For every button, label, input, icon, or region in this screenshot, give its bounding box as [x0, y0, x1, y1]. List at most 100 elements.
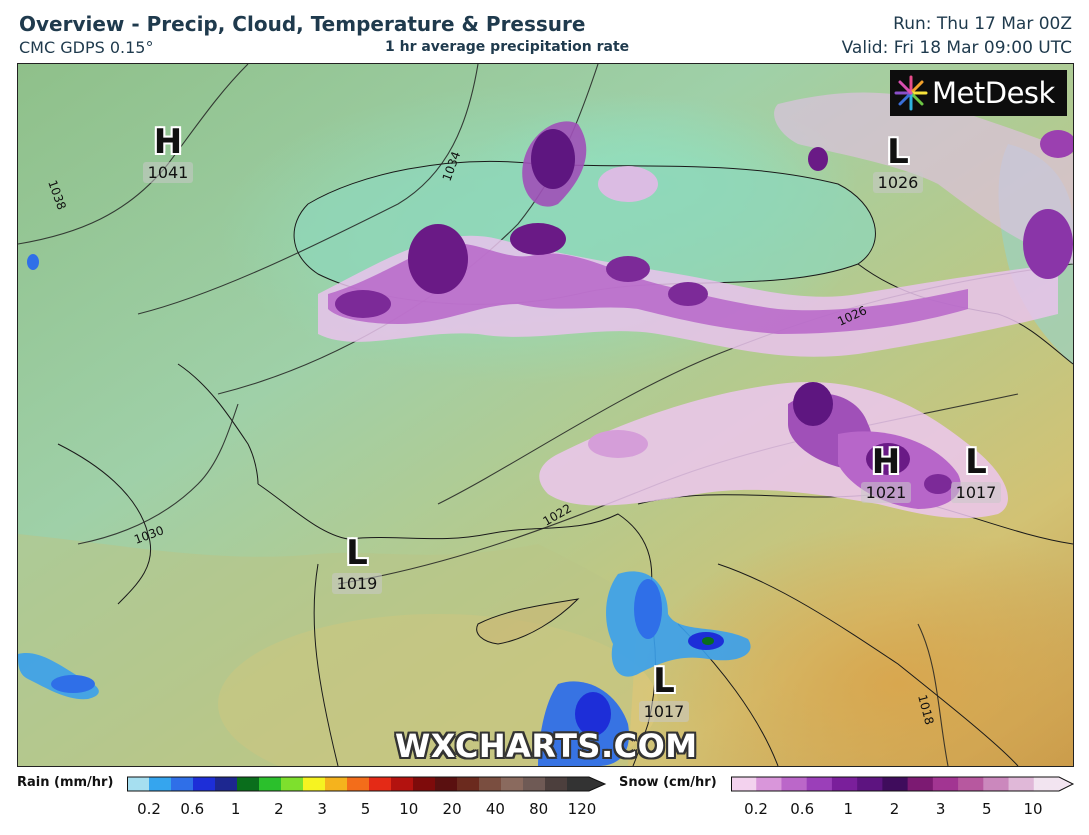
- colorbar-swatch: [731, 777, 757, 791]
- colorbar-swatch: [413, 777, 436, 791]
- low-marker: L: [653, 661, 675, 701]
- colorbar-swatch: [237, 777, 260, 791]
- colorbar-swatch: [369, 777, 392, 791]
- colorbar-swatch: [857, 777, 883, 791]
- pressure-value: 1017: [638, 701, 690, 722]
- run-time: Run: Thu 17 Mar 00Z: [893, 14, 1072, 34]
- colorbar-swatch: [149, 777, 172, 791]
- chart-title: Overview - Precip, Cloud, Temperature & …: [19, 12, 586, 36]
- pressure-system-high: H 1021: [846, 444, 926, 503]
- colorbar-swatch: [281, 777, 304, 791]
- colorbar-swatch: [391, 777, 414, 791]
- colorbar-swatch: [932, 777, 959, 791]
- warm-zone: [638, 524, 1073, 766]
- pressure-value: 1021: [860, 482, 912, 503]
- pressure-value: 1019: [331, 573, 383, 594]
- colorbar-tick-label: 3: [317, 800, 327, 818]
- colorbar-tick-label: 40: [485, 800, 505, 818]
- pressure-system-high: H 1041: [128, 124, 208, 183]
- pressure-value: 1026: [872, 172, 924, 193]
- colorbar-tick-label: 10: [399, 800, 419, 818]
- snow-band-north: [318, 223, 1058, 357]
- colorbar-arrow: [589, 777, 605, 791]
- colorbar-tick-label: 0.6: [180, 800, 205, 818]
- colorbar-swatch: [457, 777, 480, 791]
- colorbar-outline: [127, 776, 607, 792]
- colorbar-swatch: [567, 777, 590, 791]
- pressure-system-low: L 1017: [936, 444, 1016, 503]
- border: [717, 563, 1019, 766]
- colorbar-tick-label: 0.2: [744, 800, 768, 818]
- rain-colorbar: [127, 776, 607, 792]
- colorbar-swatch: [325, 777, 348, 791]
- colorbar-arrow: [1059, 777, 1073, 791]
- pressure-system-low: L 1019: [317, 535, 397, 594]
- colorbar-tick-label: 1: [843, 800, 854, 818]
- border: [313, 563, 339, 766]
- colorbar-swatch: [756, 777, 782, 791]
- colorbar-tick-label: 0.2: [137, 800, 161, 818]
- colorbar-tick-label: 20: [442, 800, 462, 818]
- colorbar-tick-label: 1: [230, 800, 241, 818]
- low-marker: L: [346, 533, 368, 573]
- colorbar-swatch: [193, 777, 216, 791]
- colorbar-swatch: [545, 777, 568, 791]
- snow-band-ne: [522, 92, 1073, 279]
- rain-legend-label: Rain (mm/hr): [17, 775, 114, 790]
- colorbar-tick-label: 5: [982, 800, 992, 818]
- colorbar-swatch: [1008, 777, 1035, 791]
- colorbar-swatch: [958, 777, 984, 791]
- metdesk-logo-text: MetDesk: [932, 76, 1055, 110]
- valid-time: Valid: Fri 18 Mar 09:00 UTC: [841, 38, 1072, 58]
- colorbar-swatch: [501, 777, 524, 791]
- low-marker: L: [965, 442, 987, 482]
- colorbar-swatch: [215, 777, 238, 791]
- watermark: WXCHARTS.COM: [395, 727, 698, 765]
- snow-legend-label: Snow (cm/hr): [619, 775, 717, 790]
- colorbar-swatch: [831, 777, 858, 791]
- metdesk-burst-icon: [894, 75, 928, 111]
- isobar: [137, 64, 479, 315]
- model-name: CMC GDPS 0.15°: [19, 38, 154, 57]
- colorbar-swatch: [347, 777, 370, 791]
- colorbar-swatch: [171, 777, 194, 791]
- pressure-value: 1041: [142, 162, 194, 183]
- metdesk-logo: MetDesk: [890, 70, 1067, 116]
- colorbar-tick-label: 2: [889, 800, 900, 818]
- colorbar-tick-label: 80: [529, 800, 549, 818]
- coastline: [57, 443, 152, 605]
- colorbar-outline: [731, 776, 1075, 792]
- pressure-system-low: L 1017: [624, 663, 704, 722]
- colorbar-tick-label: 0.6: [790, 800, 815, 818]
- isobar: [77, 403, 239, 545]
- field-name: 1 hr average precipitation rate: [385, 39, 630, 55]
- cyprus-coast: [476, 598, 580, 645]
- colorbar-swatch: [435, 777, 458, 791]
- colorbar-swatch: [781, 777, 808, 791]
- mediterranean-sea: [18, 534, 638, 766]
- border: [177, 363, 259, 485]
- colorbar-swatch: [882, 777, 909, 791]
- high-marker: H: [871, 442, 901, 482]
- colorbar-tick-label: 3: [935, 800, 946, 818]
- pressure-value: 1017: [950, 482, 1002, 503]
- pressure-system-low: L 1026: [858, 134, 938, 193]
- colorbar-swatch: [1033, 777, 1060, 791]
- rain-levant: [18, 254, 751, 766]
- colorbar-swatch: [907, 777, 934, 791]
- high-marker: H: [153, 122, 183, 162]
- colorbar-tick-label: 5: [360, 800, 371, 818]
- colorbar-tick-label: 2: [274, 800, 284, 818]
- colorbar-swatch: [806, 777, 833, 791]
- colorbar-swatch: [523, 777, 546, 791]
- snow-colorbar: [731, 776, 1075, 792]
- colorbar-tick-label: 120: [567, 800, 597, 818]
- isobar: [917, 623, 949, 766]
- colorbar-swatch: [983, 777, 1010, 791]
- colorbar-swatch: [259, 777, 282, 791]
- colorbar-swatch: [303, 777, 326, 791]
- colorbar-swatch: [479, 777, 502, 791]
- colorbar-swatch: [127, 777, 150, 791]
- colorbar-tick-label: 10: [1023, 800, 1043, 818]
- low-marker: L: [887, 132, 909, 172]
